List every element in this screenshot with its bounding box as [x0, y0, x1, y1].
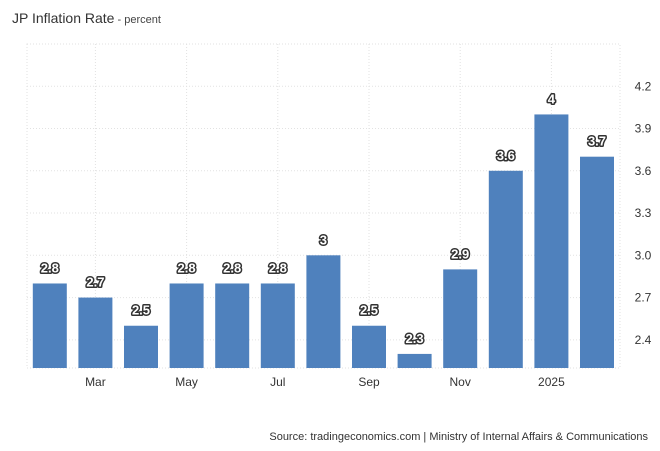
bar [352, 325, 386, 368]
data-label: 2.9 [451, 246, 469, 261]
bar [124, 325, 158, 368]
chart-unit-prefix: - [114, 14, 125, 26]
source-credit: Source: tradingeconomics.com | Ministry … [269, 431, 648, 443]
x-tick-label: 2025 [538, 375, 565, 389]
x-tick-label: Sep [358, 375, 380, 389]
y-tick-label: 2.4 [635, 333, 652, 347]
plot-frame [26, 43, 621, 369]
bar [306, 255, 341, 368]
data-label: 2.8 [41, 260, 59, 275]
bar [169, 283, 204, 368]
bar [215, 283, 250, 368]
data-label: 4 [548, 91, 556, 106]
data-label: 2.5 [360, 303, 378, 318]
data-label: 2.8 [223, 260, 241, 275]
bar [534, 114, 569, 368]
chart-title: JP Inflation Rate - percent [12, 10, 161, 28]
bar [32, 283, 67, 368]
bar [260, 283, 295, 368]
chart-unit: percent [124, 14, 161, 26]
y-tick-label: 3.0 [635, 248, 652, 262]
x-tick-label: May [175, 375, 198, 389]
x-tick-label: Mar [85, 375, 106, 389]
data-label: 2.8 [269, 260, 287, 275]
data-label: 3.6 [497, 148, 515, 163]
data-label: 3.7 [588, 134, 606, 149]
data-label: 2.5 [132, 303, 150, 318]
bar [397, 353, 432, 368]
y-tick-label: 4.2 [635, 79, 652, 93]
bar [443, 269, 478, 368]
data-label: 2.8 [178, 260, 196, 275]
y-tick-label: 3.9 [635, 122, 652, 136]
data-label: 3 [320, 232, 327, 247]
y-tick-label: 3.6 [635, 164, 652, 178]
bar [488, 170, 523, 368]
bar [580, 156, 614, 368]
y-tick-label: 3.3 [635, 206, 652, 220]
data-label: 2.7 [86, 275, 104, 290]
x-tick-label: Nov [450, 375, 471, 389]
data-label: 2.3 [406, 331, 424, 346]
y-tick-label: 2.7 [635, 291, 652, 305]
bar [78, 297, 113, 368]
x-tick-label: Jul [270, 375, 285, 389]
chart-title-text: JP Inflation Rate [12, 10, 115, 26]
